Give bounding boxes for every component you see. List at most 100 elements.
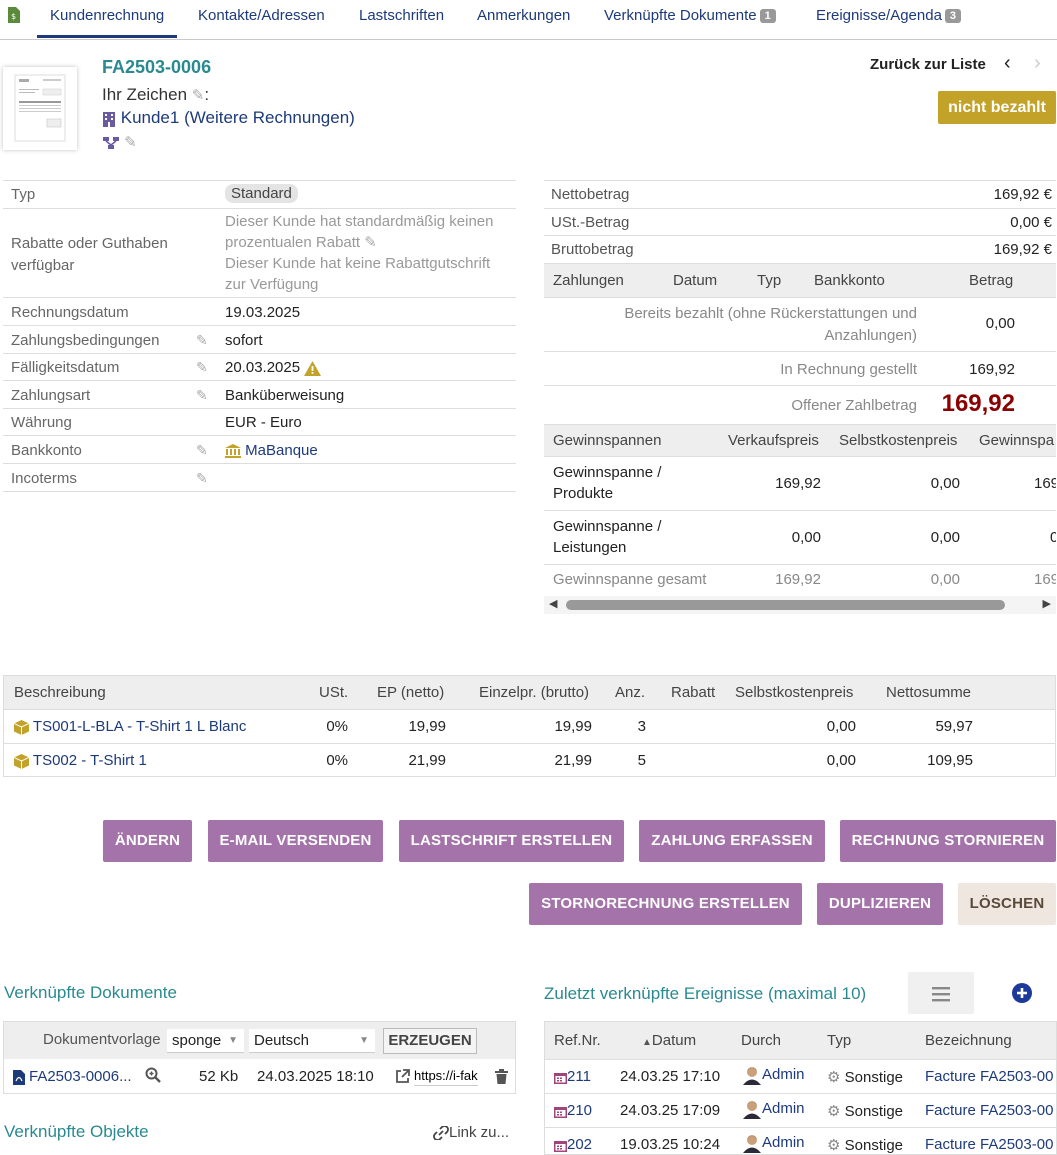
pencil-icon[interactable]: ✎ bbox=[196, 387, 208, 403]
tab-notes[interactable]: Anmerkungen bbox=[477, 7, 570, 24]
event-type: ⚙ Sonstige bbox=[827, 1068, 903, 1086]
customer-link[interactable]: Kunde1 bbox=[120, 108, 180, 127]
tab-customer-invoice[interactable]: Kundenrechnung bbox=[37, 7, 178, 38]
pencil-icon[interactable]: ✎ bbox=[196, 359, 208, 375]
trash-icon[interactable] bbox=[495, 1067, 508, 1084]
event-ref-link[interactable]: 202 bbox=[567, 1136, 593, 1153]
user-link[interactable]: Admin bbox=[762, 1099, 805, 1117]
type-badge: Standard bbox=[225, 184, 298, 203]
table-row: 210 24.03.25 17:09 Admin ⚙ Sonstige Fact… bbox=[545, 1093, 1056, 1127]
scroll-left-icon[interactable]: ◀ bbox=[549, 598, 558, 610]
pencil-icon[interactable]: ✎ bbox=[196, 470, 208, 486]
col-header: Datum bbox=[673, 272, 718, 289]
event-label-link[interactable]: Facture FA2503-00 bbox=[925, 1102, 1054, 1119]
more-invoices-link[interactable]: (Weitere Rechnungen) bbox=[184, 108, 355, 127]
sort-up-icon: ▲ bbox=[642, 1037, 652, 1048]
event-date: 24.03.25 17:10 bbox=[620, 1068, 721, 1085]
external-link-icon[interactable] bbox=[395, 1067, 410, 1084]
your-ref-label: Ihr Zeichen bbox=[102, 85, 188, 104]
share-url-input[interactable] bbox=[414, 1066, 478, 1086]
doc-generate-row: Dokumentvorlage sponge ▼ Deutsch ▼ ERZEUGE… bbox=[4, 1022, 515, 1059]
preview-zoom-icon[interactable] bbox=[145, 1066, 161, 1084]
file-date: 24.03.2025 18:10 bbox=[257, 1068, 374, 1085]
product-link[interactable]: TS002 - T-Shirt 1 bbox=[32, 752, 147, 769]
line-qty: 3 bbox=[637, 718, 646, 735]
add-event-icon[interactable] bbox=[1012, 983, 1032, 1003]
bank-link[interactable]: MaBanque bbox=[245, 442, 318, 459]
col-header: Durch bbox=[741, 1032, 782, 1049]
event-ref-link[interactable]: 210 bbox=[567, 1102, 593, 1119]
field-row-date: Rechnungsdatum 19.03.2025 bbox=[3, 297, 516, 325]
scroll-right-icon[interactable]: ▶ bbox=[1042, 598, 1051, 610]
total-label: Bruttobetrag bbox=[551, 241, 634, 258]
event-type: ⚙ Sonstige bbox=[827, 1102, 903, 1120]
field-row-currency: Währung EUR - Euro bbox=[3, 408, 516, 435]
chevron-left-icon[interactable]: ‹ bbox=[1004, 52, 1011, 74]
document-link[interactable]: FA2503-0006... bbox=[29, 1068, 132, 1085]
language-select[interactable]: Deutsch ▼ bbox=[249, 1029, 375, 1053]
tab-label: Ereignisse/Agenda bbox=[816, 7, 942, 24]
create-direct-debit-button[interactable]: LASTSCHRIFT ERSTELLEN bbox=[399, 820, 624, 862]
field-row-type: Typ Standard bbox=[3, 180, 516, 208]
delete-button[interactable]: LÖSCHEN bbox=[958, 883, 1056, 925]
chain-link-icon bbox=[433, 1124, 449, 1141]
invoice-thumbnail[interactable] bbox=[3, 67, 77, 150]
template-select[interactable]: sponge ▼ bbox=[167, 1029, 244, 1053]
field-row-mode: Zahlungsart ✎ Banküberweisung bbox=[3, 380, 516, 408]
event-label-link[interactable]: Facture FA2503-00 bbox=[925, 1068, 1054, 1085]
tab-events[interactable]: Ereignisse/Agenda 3 bbox=[816, 7, 962, 24]
events-table: Ref.Nr. ▲Datum Durch Typ Bezeichnung 211… bbox=[544, 1021, 1057, 1155]
event-label-link[interactable]: Facture FA2503-00 bbox=[925, 1136, 1054, 1153]
thirdparty-row: Kunde1 (Weitere Rechnungen) bbox=[102, 108, 355, 128]
pdf-file-icon bbox=[13, 1068, 25, 1085]
horizontal-scrollbar[interactable]: ◀ ▶ bbox=[544, 596, 1056, 614]
line-vat: 0% bbox=[326, 752, 348, 769]
link-to-label: Link zu... bbox=[449, 1124, 510, 1141]
modify-button[interactable]: ÄNDERN bbox=[103, 820, 192, 862]
pencil-icon[interactable]: ✎ bbox=[124, 134, 137, 151]
generate-button[interactable]: ERZEUGEN bbox=[383, 1028, 477, 1054]
tab-direct-debits[interactable]: Lastschriften bbox=[359, 7, 444, 24]
payment-row-billed: In Rechnung gestellt 169,92 bbox=[544, 351, 1056, 385]
pencil-icon[interactable]: ✎ bbox=[196, 332, 208, 348]
pencil-icon[interactable]: ✎ bbox=[191, 87, 205, 104]
tab-contacts[interactable]: Kontakte/Adressen bbox=[198, 7, 325, 24]
link-to-button[interactable]: Link zu... bbox=[433, 1124, 509, 1141]
payment-label: In Rechnung gestellt bbox=[780, 361, 917, 378]
create-credit-note-button[interactable]: STORNORECHNUNG ERSTELLEN bbox=[529, 883, 802, 925]
cancel-invoice-button[interactable]: RECHNUNG STORNIEREN bbox=[840, 820, 1056, 862]
field-label: Bankkonto bbox=[11, 442, 82, 459]
field-value: sofort bbox=[225, 332, 263, 349]
product-link[interactable]: TS001-L-BLA - T-Shirt 1 L Blanc bbox=[32, 718, 247, 735]
line-pu-ht: 21,99 bbox=[408, 752, 446, 769]
user-link[interactable]: Admin bbox=[762, 1065, 805, 1083]
col-header: Betrag bbox=[969, 272, 1014, 289]
field-label: Rechnungsdatum bbox=[11, 304, 129, 321]
back-to-list-link[interactable]: Zurück zur Liste bbox=[870, 56, 986, 73]
field-label: Rabatte oder Guthaben verfügbar bbox=[11, 235, 168, 274]
line-total: 59,97 bbox=[935, 718, 973, 735]
send-email-button[interactable]: E-MAIL VERSENDEN bbox=[208, 820, 383, 862]
pencil-icon[interactable]: ✎ bbox=[364, 234, 377, 251]
col-header: Bankkonto bbox=[814, 272, 885, 289]
event-ref-link[interactable]: 211 bbox=[567, 1068, 591, 1085]
events-header: Ref.Nr. ▲Datum Durch Typ Bezeichnung bbox=[545, 1022, 1056, 1059]
col-header: Zahlungen bbox=[553, 272, 624, 289]
scrollbar-thumb[interactable] bbox=[566, 600, 1005, 610]
list-view-button[interactable] bbox=[908, 972, 974, 1014]
duplicate-button[interactable]: DUPLIZIEREN bbox=[817, 883, 943, 925]
user-link[interactable]: Admin bbox=[762, 1133, 805, 1151]
payment-label: Bereits bezahlt (ohne Rückerstattungen u… bbox=[624, 305, 917, 344]
event-user: Admin bbox=[742, 1133, 805, 1153]
field-value: EUR - Euro bbox=[225, 414, 302, 431]
tab-linked-documents[interactable]: Verknüpfte Dokumente 1 bbox=[604, 7, 776, 24]
enter-payment-button[interactable]: ZAHLUNG ERFASSEN bbox=[639, 820, 825, 862]
events-title: Zuletzt verknüpfte Ereignisse (maximal 1… bbox=[544, 984, 867, 1003]
linked-documents-box: Dokumentvorlage sponge ▼ Deutsch ▼ ERZEUGE… bbox=[3, 1021, 516, 1094]
pencil-icon[interactable]: ✎ bbox=[196, 442, 208, 458]
margin-row: Gewinnspanne / Produkte 169,92 0,00 169 bbox=[544, 456, 1056, 510]
language-value: Deutsch bbox=[254, 1032, 310, 1049]
margin-cost: 0,00 bbox=[930, 529, 960, 546]
sortable-col-header[interactable]: ▲Datum bbox=[642, 1032, 696, 1049]
col-header: EP (netto) bbox=[377, 684, 445, 701]
